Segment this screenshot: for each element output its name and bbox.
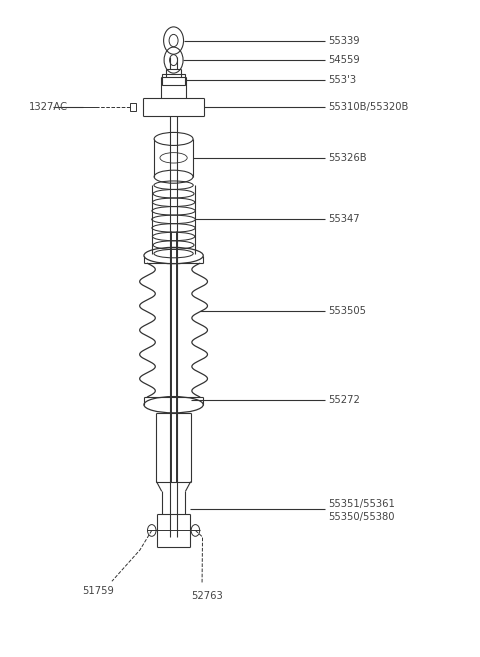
Text: 553'3: 553'3 bbox=[328, 75, 356, 85]
FancyBboxPatch shape bbox=[130, 103, 136, 111]
Text: 52763: 52763 bbox=[191, 591, 223, 600]
Text: 55351/55361: 55351/55361 bbox=[328, 499, 395, 509]
Text: 54559: 54559 bbox=[328, 55, 360, 65]
Text: 553505: 553505 bbox=[328, 306, 366, 315]
FancyBboxPatch shape bbox=[162, 74, 185, 85]
Text: 55339: 55339 bbox=[328, 35, 360, 45]
Text: 55347: 55347 bbox=[328, 214, 360, 225]
Text: 55350/55380: 55350/55380 bbox=[328, 512, 394, 522]
Text: 55326B: 55326B bbox=[328, 153, 366, 163]
Text: 55272: 55272 bbox=[328, 395, 360, 405]
Text: 55310B/55320B: 55310B/55320B bbox=[328, 102, 408, 112]
Text: 51759: 51759 bbox=[82, 586, 114, 596]
Text: 1327AC: 1327AC bbox=[29, 102, 68, 112]
